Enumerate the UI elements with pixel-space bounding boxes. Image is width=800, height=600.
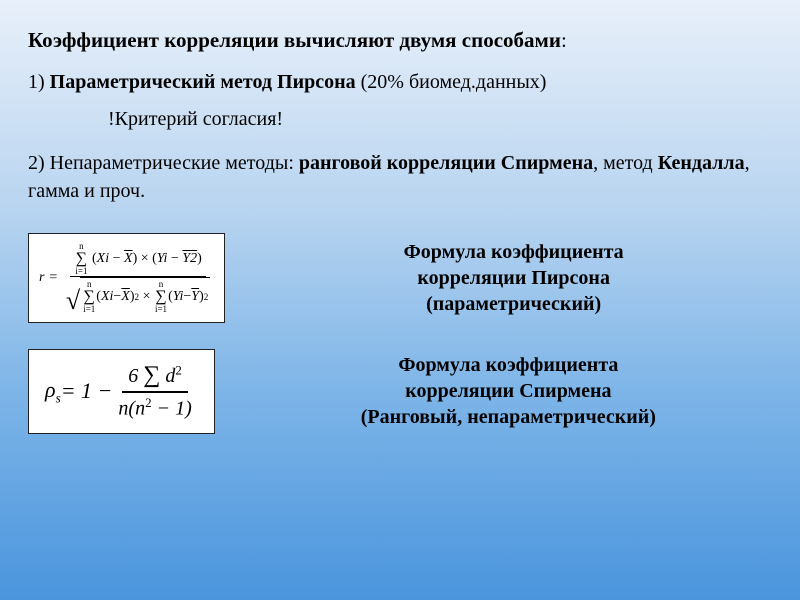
sigma-den-b: n ∑ i=1 <box>155 280 167 314</box>
heading-colon: : <box>561 28 567 52</box>
method2-mid: , метод <box>593 152 658 174</box>
sigma-den-a: n ∑ i=1 <box>83 280 95 314</box>
spearman-formula: ρs = 1 − 6 ∑ d2 n(n2 − 1) <box>45 362 198 421</box>
method2-spearman: ранговой корреляции Спирмена <box>299 152 593 174</box>
spearman-eq-left: = 1 − <box>61 378 113 404</box>
sigma-icon: ∑ <box>155 289 166 305</box>
spearman-denominator: n(n2 − 1) <box>112 393 197 421</box>
pearson-eq: = <box>48 270 57 286</box>
pearson-r: r <box>39 270 44 286</box>
method-2-line: 2) Непараметрические методы: ранговой ко… <box>28 149 772 205</box>
pearson-numerator: n ∑ i=1 (Xi − X) × (Yi − Y2) <box>70 242 205 277</box>
method2-prefix: 2) Непараметрические методы: <box>28 152 299 174</box>
sqrt-icon: √ <box>66 288 80 314</box>
pearson-denominator: √ n ∑ i=1 (Xi − X)2 × n ∑ <box>62 277 214 314</box>
method2-kendall: Кендалла <box>658 152 745 174</box>
page-heading: Коэффициент корреляции вычисляют двумя с… <box>28 28 772 53</box>
spearman-fraction: 6 ∑ d2 n(n2 − 1) <box>112 362 197 421</box>
pearson-fraction: n ∑ i=1 (Xi − X) × (Yi − Y2) √ n ∑ i=1 <box>62 242 214 314</box>
spearman-numerator: 6 ∑ d2 <box>122 362 188 393</box>
pearson-formula-box: r = n ∑ i=1 (Xi − X) × (Yi − Y2) √ <box>28 233 225 323</box>
sigma-num: n ∑ i=1 <box>75 242 87 276</box>
method1-name: Параметрический метод Пирсона <box>50 71 356 93</box>
method1-prefix: 1) <box>28 71 50 93</box>
spearman-label: Формула коэффициента корреляции Спирмена… <box>245 352 772 430</box>
pearson-formula: r = n ∑ i=1 (Xi − X) × (Yi − Y2) √ <box>39 242 214 314</box>
criterion-line: !Критерий согласия! <box>108 108 772 131</box>
spearman-row: ρs = 1 − 6 ∑ d2 n(n2 − 1) Формула коэффи… <box>28 349 772 434</box>
method-1-line: 1) Параметрический метод Пирсона (20% би… <box>28 71 772 94</box>
pearson-row: r = n ∑ i=1 (Xi − X) × (Yi − Y2) √ <box>28 233 772 323</box>
method1-tail: (20% биомед.данных) <box>356 71 547 93</box>
heading-bold: Коэффициент корреляции вычисляют двумя с… <box>28 28 561 52</box>
spearman-formula-box: ρs = 1 − 6 ∑ d2 n(n2 − 1) <box>28 349 215 434</box>
sigma-icon: ∑ <box>84 289 95 305</box>
pearson-label: Формула коэффициента корреляции Пирсона … <box>255 239 772 317</box>
sigma-icon: ∑ <box>76 251 87 267</box>
rho-symbol: ρs <box>45 377 61 406</box>
sigma-icon: ∑ <box>143 362 160 388</box>
